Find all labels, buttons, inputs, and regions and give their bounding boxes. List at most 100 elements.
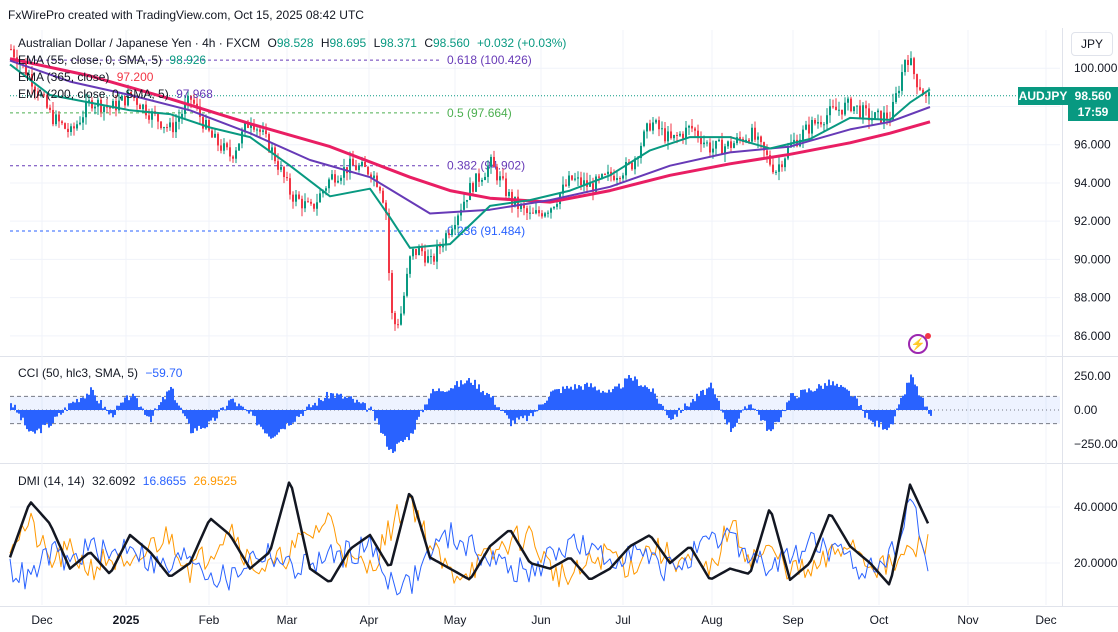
dmi-legend[interactable]: DMI (14, 14) 32.6092 16.8655 26.9525 xyxy=(18,474,241,488)
candle-body xyxy=(277,161,279,170)
cci-bar xyxy=(644,385,646,410)
candle-body xyxy=(490,156,492,167)
cci-bar xyxy=(36,410,38,431)
candle-body xyxy=(787,147,789,159)
cci-bar xyxy=(786,402,788,410)
cci-bar xyxy=(336,393,338,410)
cci-bar xyxy=(492,396,494,410)
cci-bar xyxy=(230,399,232,410)
candle-body xyxy=(526,208,528,213)
cci-bar xyxy=(900,397,902,410)
time-tick-label: Nov xyxy=(957,613,978,627)
cci-bar xyxy=(490,397,492,410)
candle-body xyxy=(382,190,384,203)
ema200-legend[interactable]: EMA (200, close, 0, SMA, 5) 97.968 xyxy=(18,87,217,101)
symbol-title: Australian Dollar / Japanese Yen · 4h · … xyxy=(18,36,261,50)
cci-bar xyxy=(794,396,796,410)
candle-body xyxy=(283,167,285,178)
candle-body xyxy=(55,114,57,125)
cci-bar xyxy=(496,407,498,410)
candle-body xyxy=(259,129,261,132)
cci-legend[interactable]: CCI (50, hlc3, SMA, 5) −59.70 xyxy=(18,366,186,380)
cci-bar xyxy=(368,408,370,410)
candle-body xyxy=(739,137,741,139)
cci-bar xyxy=(418,410,420,417)
cci-bar xyxy=(604,392,606,410)
cci-bar xyxy=(818,384,820,410)
cci-bar xyxy=(724,410,726,420)
attribution-text: FxWirePro created with TradingView.com, … xyxy=(8,8,364,22)
cci-bar xyxy=(276,410,278,435)
cci-bar xyxy=(120,402,122,410)
cci-bar xyxy=(298,410,300,417)
lightning-icon[interactable]: ⚡ xyxy=(908,334,928,354)
cci-bar xyxy=(102,408,104,410)
ema365-legend[interactable]: EMA (365, close) 97.200 xyxy=(18,70,157,84)
cci-bar xyxy=(294,410,296,422)
cci-bar xyxy=(116,405,118,410)
cci-bar xyxy=(140,406,142,410)
cci-bar xyxy=(84,398,86,410)
price-legend[interactable]: Australian Dollar / Japanese Yen · 4h · … xyxy=(18,36,570,50)
cci-value: −59.70 xyxy=(145,366,183,380)
candle-body xyxy=(172,122,174,133)
cci-bar xyxy=(440,391,442,410)
cci-bar xyxy=(96,400,98,410)
candle-body xyxy=(151,111,153,120)
cci-bar xyxy=(198,410,200,426)
fib-level-label: 0.618 (100.426) xyxy=(447,53,532,67)
candle-body xyxy=(169,122,171,128)
cci-bar xyxy=(842,386,844,410)
cci-bar xyxy=(316,405,318,410)
candle-body xyxy=(541,213,543,217)
dmi-panel[interactable] xyxy=(8,481,930,596)
cci-bar xyxy=(744,406,746,410)
high-value: 98.695 xyxy=(329,36,367,50)
cci-bar xyxy=(330,393,332,410)
cci-bar xyxy=(66,410,68,411)
cci-bar xyxy=(542,404,544,410)
cci-bar xyxy=(478,384,480,410)
cci-bar xyxy=(20,410,22,421)
cci-bar xyxy=(356,399,358,410)
cci-bar xyxy=(370,406,372,410)
currency-selector[interactable]: JPY xyxy=(1071,32,1113,56)
cci-bar xyxy=(200,410,202,429)
cci-bar xyxy=(108,410,110,415)
cci-bar xyxy=(918,395,920,410)
cci-bar xyxy=(288,410,290,426)
price-panel[interactable] xyxy=(9,44,1060,331)
cci-bar xyxy=(70,403,72,410)
cci-bar xyxy=(674,410,676,415)
cci-bar xyxy=(458,386,460,410)
cci-bar xyxy=(810,390,812,410)
candle-body xyxy=(25,63,27,75)
candle-body xyxy=(835,106,837,111)
cci-bar xyxy=(160,402,162,410)
ema55-legend[interactable]: EMA (55, close, 0, SMA, 5) 98.926 xyxy=(18,53,210,67)
candle-body xyxy=(163,127,165,129)
candle-body xyxy=(349,158,351,174)
candle-body xyxy=(853,106,855,112)
cci-bar xyxy=(882,410,884,430)
cci-bar xyxy=(544,402,546,410)
candle-body xyxy=(76,124,78,129)
cci-bar xyxy=(462,384,464,410)
cci-bar xyxy=(334,397,336,410)
cci-panel[interactable] xyxy=(10,374,1060,453)
cci-bar xyxy=(348,396,350,410)
cci-bar xyxy=(732,410,734,429)
candle-body xyxy=(400,313,402,325)
cci-bar xyxy=(694,401,696,410)
cci-bar xyxy=(168,390,170,410)
cci-bar xyxy=(94,395,96,410)
cci-bar xyxy=(386,410,388,447)
cci-bar xyxy=(138,407,140,410)
cci-bar xyxy=(848,390,850,410)
cci-bar xyxy=(754,408,756,410)
cci-tick-label: 250.00 xyxy=(1074,369,1111,383)
cci-bar xyxy=(92,389,94,410)
cci-bar xyxy=(326,391,328,410)
cci-bar xyxy=(708,387,710,410)
